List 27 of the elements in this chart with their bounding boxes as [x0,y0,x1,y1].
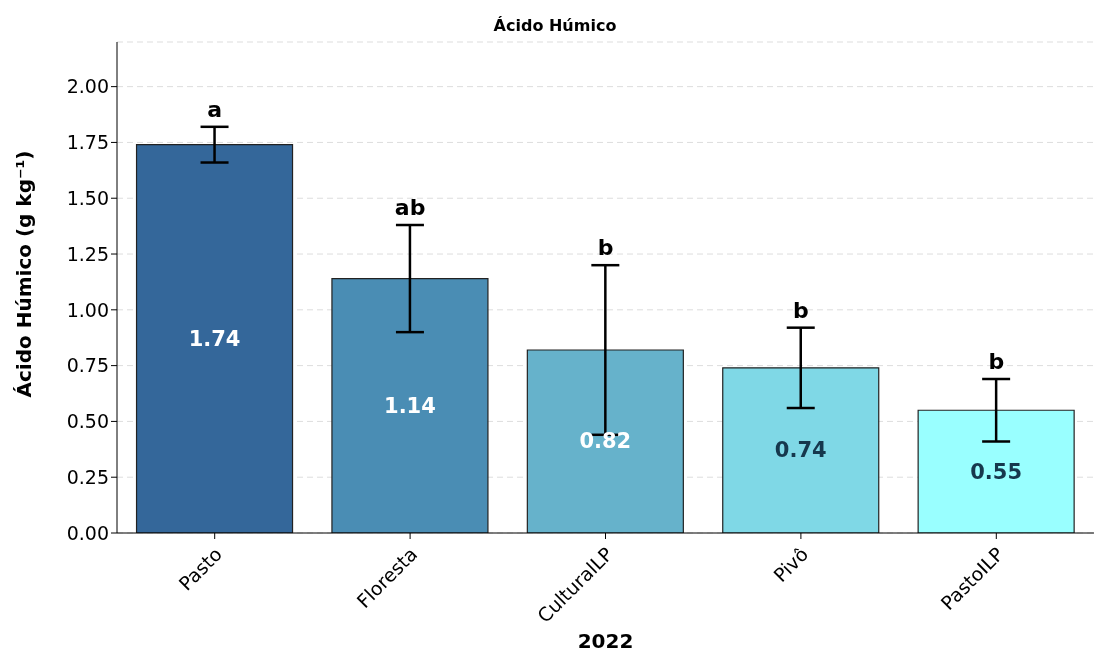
bar [331,277,489,533]
y-tick-label: 1.50 [66,186,109,209]
data-label: 0.74 [774,438,827,463]
annotation: b [988,349,1005,374]
annotation: ab [394,195,426,221]
bar [135,144,294,533]
bar [526,349,684,533]
bar [722,367,880,533]
data-label: 0.55 [970,459,1023,484]
chart-title: Ácido Húmico [492,16,618,35]
y-tick-label: 0.50 [66,410,109,433]
bar [917,409,1075,533]
data-label: 1.74 [188,326,241,351]
annotation: b [793,297,809,323]
y-tick-label: 0.25 [66,465,109,488]
y-axis-title: Ácido Húmico (g kg⁻¹) [12,150,37,398]
y-tick-label: 0.00 [66,521,109,544]
y-tick-label: 1.00 [66,298,109,321]
data-label: 0.82 [579,429,632,454]
y-tick-label: 2.00 [66,75,109,98]
y-tick-label: 1.75 [66,131,109,154]
x-axis-title: 2022 [577,629,634,653]
data-label: 1.14 [384,393,436,418]
annotation: a [207,96,223,122]
y-tick-label: 1.25 [66,242,109,265]
y-tick-label: 0.75 [66,354,109,377]
annotation: b [597,235,614,261]
